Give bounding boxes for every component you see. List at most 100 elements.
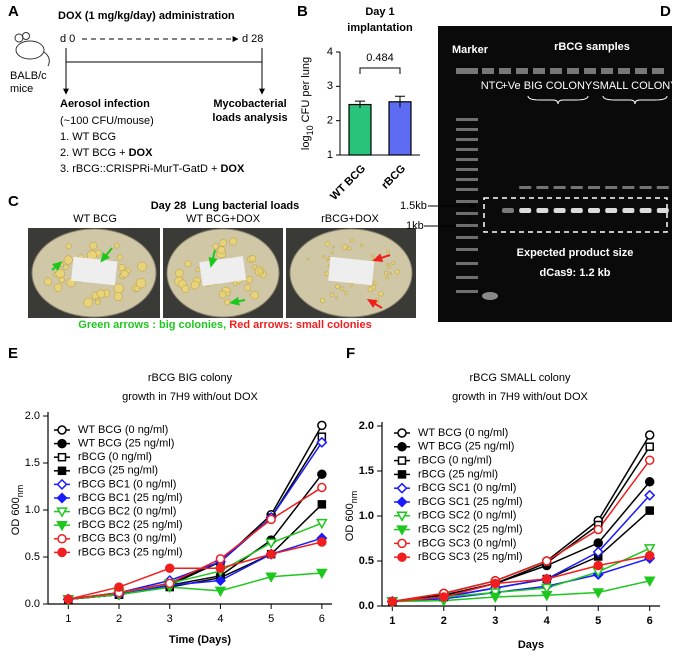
y-tick-label: 1.0 [359,510,374,522]
arrow-head [100,252,110,263]
y-axis-label-part: log [300,135,312,150]
colony [225,291,231,297]
marker [164,563,175,574]
colony [63,255,73,265]
panel-label: A [8,3,19,20]
arrow-head [372,253,384,262]
y-tick-label: 0.0 [359,600,374,612]
legend-marker [57,452,67,462]
x-tick-label: 1 [65,613,71,625]
legend-marker [57,547,67,558]
dox-title: DOX (1 mg/kg/day) administration [58,10,235,22]
y-axis-label: log10 CFU per lung [300,57,315,150]
annotation: 0.484 [366,52,394,64]
x-axis-label: Time (Days) [169,634,231,646]
y-tick-label: 2.0 [359,420,374,432]
y-tick-label: 1.0 [25,504,40,516]
ladder-band [456,248,478,251]
legend-label: rBCG SC3 (0 ng/ml) [418,537,516,549]
marker [215,554,226,564]
marker [541,556,552,566]
legend-marker [56,520,68,532]
plate-card [328,256,375,286]
gel [438,26,672,322]
well [533,68,545,74]
group-dox: DOX [220,163,245,175]
marker [592,588,605,599]
series-line [392,580,650,603]
arrow-head [52,261,63,271]
marker [317,537,327,547]
legend-marker [397,442,407,452]
colony [250,290,259,300]
series-line [392,459,651,603]
series-line [392,554,650,603]
band [519,208,532,213]
ladder-band [456,188,478,191]
band [605,186,618,189]
y-axis-label-part: CFU per lung [300,57,312,125]
marker [593,538,603,548]
y-tick-label: 4 [327,46,333,58]
x-tick-label: 5 [268,613,274,625]
lane-group: SMALL COLONY [592,80,675,92]
ladder-band [456,224,478,227]
well [601,68,613,74]
colony [252,264,258,270]
end-day: d 28 [242,33,263,45]
band [639,208,652,213]
colony [89,241,98,250]
well [550,68,562,74]
x-tick-label: 1 [389,615,395,627]
legend-label: rBCG (0 ng/ml) [78,451,152,463]
colony [53,283,63,292]
y-tick-label: 0.5 [359,555,374,567]
legend-marker [397,470,407,479]
marker [645,506,654,515]
colony [114,243,120,249]
marker [644,489,656,501]
panel-d: D Marker rBCG samples NTC +Ve BIG COLONY… [400,3,675,322]
well [635,68,647,74]
colony [306,257,309,261]
well [482,68,494,74]
colony [217,246,226,254]
colony [386,263,390,267]
marker [317,500,327,509]
marker [645,442,654,451]
plate-label: WT BCG+DOX [186,213,261,225]
series-line [68,486,323,601]
plate-label: rBCG+DOX [321,213,379,225]
band-box [483,197,668,233]
infection: Aerosol infection [60,98,150,110]
well [618,68,630,74]
band [656,186,669,189]
colony [113,292,123,301]
colony [44,277,53,286]
legend-label: rBCG BC3 (0 ng/ml) [78,533,176,545]
legend-marker [396,525,408,536]
marker [489,592,502,604]
marker [114,582,124,592]
chart-title: growth in 7H9 with/out DOX [122,391,258,403]
colony [184,260,192,268]
ladder-band [456,148,478,151]
panel-label: D [660,3,671,20]
y-axis-label-part: OD 600 [344,503,356,541]
colony [219,290,227,299]
marker [316,518,328,530]
legend-marker [397,552,407,562]
analysis: loads analysis [212,112,287,124]
colony [335,284,340,289]
x-tick-label: 6 [319,613,325,625]
marker [215,563,226,574]
colony [359,243,364,247]
colony [344,291,348,295]
colony [349,283,354,287]
colony [389,272,392,276]
analysis: Mycobacterial [213,98,286,110]
marker [644,550,655,561]
colony [385,275,389,280]
ladder-band [456,178,478,181]
colony [83,297,94,308]
